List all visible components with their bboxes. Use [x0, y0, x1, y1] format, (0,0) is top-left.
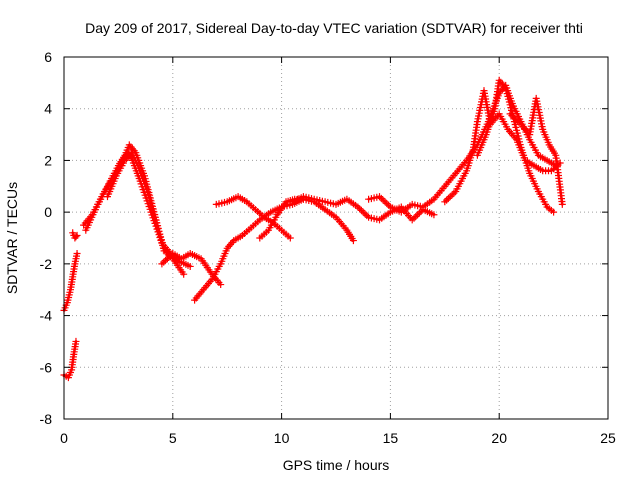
data-point-marker: [160, 244, 168, 252]
chart-title: Day 209 of 2017, Sidereal Day-to-day VTE…: [85, 20, 583, 36]
data-point-marker: [558, 200, 566, 208]
axes: 0 5 10 15 20 25 -8 -6 -4 -2 0 2 4 6: [40, 49, 616, 446]
series-arc-6: [104, 149, 168, 252]
x-tick-label: 20: [491, 430, 507, 446]
plot-frame: [63, 56, 609, 420]
series-group: [60, 76, 566, 382]
data-point-marker: [550, 208, 558, 216]
y-tick-label: -6: [40, 359, 53, 375]
data-point-marker: [73, 250, 81, 258]
x-tick-label: 25: [600, 430, 616, 446]
data-point-marker: [180, 270, 188, 278]
data-point-marker: [73, 231, 81, 239]
y-tick-label: 2: [44, 152, 52, 168]
x-tick-label: 15: [383, 430, 399, 446]
series-arc-10: [256, 195, 357, 245]
data-point-marker: [72, 337, 80, 345]
y-tick-label: -2: [40, 256, 53, 272]
series-arc-9: [212, 193, 294, 242]
y-tick-label: -4: [40, 308, 53, 324]
y-tick-label: 0: [44, 204, 52, 220]
data-point-marker: [186, 262, 194, 270]
data-point-marker: [72, 233, 80, 241]
x-tick-label: 5: [169, 430, 177, 446]
x-axis-label: GPS time / hours: [283, 457, 390, 473]
y-tick-label: 6: [44, 49, 52, 65]
data-point-marker: [349, 237, 357, 245]
series-arc-15: [506, 94, 566, 208]
data-point-marker: [430, 211, 438, 219]
series-arc-3: [69, 229, 81, 242]
series-arc-14: [473, 76, 558, 216]
x-tick-label: 0: [60, 430, 68, 446]
y-tick-label: 4: [44, 101, 52, 117]
x-tick-label: 10: [274, 430, 290, 446]
data-point-marker: [286, 234, 294, 242]
y-tick-label: -8: [40, 411, 53, 427]
y-axis-label: SDTVAR / TECUs: [4, 182, 20, 294]
series-arc-1: [60, 337, 80, 382]
data-point-marker: [217, 281, 225, 289]
